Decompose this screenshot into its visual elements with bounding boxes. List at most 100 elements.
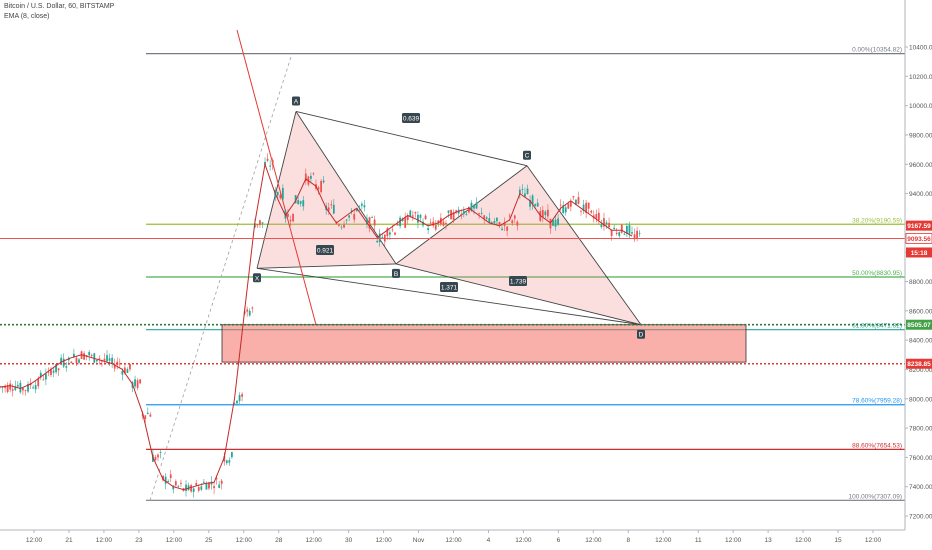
candle-body bbox=[422, 221, 424, 226]
candle-body bbox=[353, 213, 356, 220]
fib-level-label: 78.60%(7959.28) bbox=[852, 398, 902, 405]
candle-body bbox=[50, 368, 52, 376]
candle-body bbox=[427, 228, 430, 231]
time-tick-label: 25 bbox=[205, 537, 213, 544]
candle-body bbox=[144, 415, 147, 419]
candle-body bbox=[618, 232, 621, 236]
time-tick-label: 15 bbox=[834, 537, 842, 544]
candle-body bbox=[483, 215, 486, 219]
candle-body bbox=[391, 229, 394, 231]
candle-body bbox=[626, 226, 628, 234]
candle-body bbox=[338, 224, 340, 226]
candle-body bbox=[4, 385, 6, 389]
candle-body bbox=[404, 217, 407, 228]
candle-body bbox=[465, 214, 468, 215]
candle-body bbox=[299, 201, 302, 204]
candle-body bbox=[195, 483, 198, 486]
point-label-text: X bbox=[255, 275, 260, 282]
candle-body bbox=[259, 220, 261, 225]
candle-body bbox=[585, 202, 588, 213]
leg-xd bbox=[256, 267, 642, 326]
price-tick-label: 9400.00 bbox=[909, 191, 932, 198]
candle-body bbox=[95, 360, 98, 362]
candle-body bbox=[628, 225, 631, 234]
candle-body bbox=[389, 232, 391, 235]
candle-body bbox=[225, 460, 228, 464]
candle-body bbox=[355, 208, 358, 212]
candle-body bbox=[376, 240, 379, 243]
candle-body bbox=[106, 355, 108, 362]
candle-body bbox=[506, 226, 509, 231]
candle-body bbox=[322, 180, 325, 183]
time-tick-label: 12:00 bbox=[865, 537, 882, 544]
candle-body bbox=[164, 476, 167, 484]
candle-body bbox=[348, 215, 351, 218]
candle-body bbox=[312, 173, 315, 175]
candle-body bbox=[562, 205, 565, 214]
candle-body bbox=[98, 358, 101, 360]
price-tick-label: 7400.00 bbox=[909, 484, 932, 491]
candle-body bbox=[126, 369, 129, 373]
time-tick-label: 11 bbox=[695, 537, 702, 544]
candle-body bbox=[414, 212, 417, 214]
time-tick-label: 12:00 bbox=[795, 537, 812, 544]
prz-zone bbox=[221, 324, 747, 363]
candle-body bbox=[292, 213, 294, 222]
candle-body bbox=[582, 204, 585, 211]
candle-body bbox=[167, 481, 170, 482]
point-label-text: C bbox=[525, 153, 530, 160]
price-tick-label: 7200.00 bbox=[909, 514, 932, 521]
candle-body bbox=[411, 215, 414, 217]
candle-body bbox=[636, 230, 638, 239]
candle-body bbox=[501, 228, 503, 231]
time-tick-label: 12:00 bbox=[655, 537, 672, 544]
candle-body bbox=[513, 215, 516, 219]
candle-body bbox=[22, 387, 24, 391]
candle-body bbox=[327, 207, 330, 211]
candle-body bbox=[493, 221, 496, 224]
ratio-label-box bbox=[316, 245, 334, 255]
candle-body bbox=[518, 189, 521, 194]
candle-body bbox=[577, 197, 580, 204]
candle-body bbox=[139, 379, 142, 384]
candle-body bbox=[399, 217, 401, 227]
candle-body bbox=[16, 384, 19, 387]
candle-body bbox=[541, 209, 544, 218]
candle-body bbox=[569, 201, 572, 207]
candle-body bbox=[121, 370, 124, 375]
candle-body bbox=[633, 234, 636, 240]
ratio-label-box bbox=[509, 276, 527, 286]
price-axis: 10400.00 10200.00 10000.00 9800.00 9600.00 94… bbox=[904, 0, 932, 550]
candle-body bbox=[276, 192, 279, 196]
candle-body bbox=[615, 232, 618, 234]
candle-body bbox=[368, 217, 371, 229]
candle-body bbox=[271, 159, 274, 166]
candle-body bbox=[480, 212, 483, 214]
ratio-label-box bbox=[402, 113, 420, 123]
candle-body bbox=[269, 165, 272, 167]
price-tag-box bbox=[905, 233, 932, 244]
price-tag-text: 15:18 bbox=[911, 250, 928, 257]
candle-body bbox=[406, 216, 409, 221]
candle-body bbox=[623, 233, 626, 235]
pattern-labels: X A B C D 0.639 0.921 1.371 1.739 bbox=[253, 96, 645, 339]
candle-body bbox=[373, 219, 376, 226]
point-label-box bbox=[292, 96, 300, 106]
candle-body bbox=[516, 221, 519, 226]
candle-body bbox=[52, 370, 55, 373]
candle-body bbox=[192, 488, 195, 492]
candle-body bbox=[460, 213, 463, 217]
candle-body bbox=[462, 210, 465, 215]
candle-body bbox=[335, 223, 338, 225]
leg-xb bbox=[256, 263, 397, 269]
candle-body bbox=[526, 188, 529, 195]
time-tick-label: 12:00 bbox=[96, 537, 113, 544]
candle-body bbox=[358, 206, 361, 208]
candle-body bbox=[340, 226, 343, 228]
candle-body bbox=[9, 383, 12, 390]
candle-body bbox=[409, 210, 412, 217]
candle-body bbox=[213, 486, 215, 489]
pattern-triangle-bcd bbox=[396, 165, 641, 325]
candle-body bbox=[605, 222, 608, 225]
